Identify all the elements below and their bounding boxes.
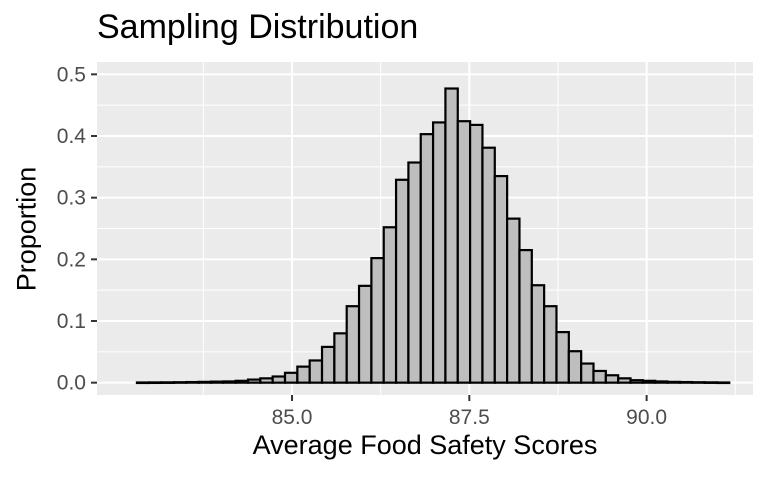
histogram-bar <box>271 375 287 384</box>
histogram-bar <box>481 146 496 384</box>
histogram-bar <box>320 345 336 384</box>
chart-title: Sampling Distribution <box>97 8 419 46</box>
x-tick-label: 87.5 <box>449 406 490 429</box>
histogram-bar <box>345 305 361 384</box>
histogram-bar <box>222 380 237 384</box>
histogram-bar <box>431 121 447 384</box>
histogram-bar <box>259 377 274 384</box>
histogram-bar <box>567 350 583 384</box>
histogram-bar <box>493 174 509 384</box>
histogram-bar <box>246 378 262 384</box>
histogram-bar <box>148 381 163 385</box>
histogram-bar <box>419 133 435 384</box>
histogram-bar <box>444 87 459 384</box>
histogram-bar <box>308 359 324 384</box>
histogram-bar <box>506 217 521 384</box>
histogram-bar <box>382 226 398 384</box>
histogram-bar <box>370 257 385 384</box>
histogram-bar <box>394 178 410 384</box>
histogram-bar <box>234 379 250 384</box>
histogram-bar <box>580 362 595 384</box>
y-tick-label: 0.3 <box>57 187 86 210</box>
y-tick-label: 0.4 <box>57 125 87 148</box>
histogram-bar <box>197 380 213 384</box>
histogram-bar <box>357 284 373 384</box>
y-tick-label: 0.1 <box>57 310 86 333</box>
histogram-bar <box>666 380 681 384</box>
x-tick-label: 90.0 <box>626 406 667 429</box>
histogram-bar <box>543 305 558 384</box>
histogram-bar <box>160 381 176 384</box>
histogram-bar <box>617 377 632 384</box>
histogram-bar <box>604 374 620 384</box>
histogram-bar <box>530 284 546 384</box>
histogram-bar <box>703 381 719 384</box>
histogram-bar <box>296 365 311 384</box>
histogram-bar <box>469 123 484 384</box>
histogram-bar <box>456 120 472 384</box>
histogram-bar <box>678 380 694 384</box>
histogram-bar <box>209 380 225 384</box>
histogram-bar <box>555 331 570 384</box>
histogram-bar <box>283 371 299 384</box>
histogram-bar <box>715 381 731 385</box>
x-axis-label: Average Food Safety Scores <box>252 430 598 460</box>
histogram-bar <box>654 380 669 384</box>
y-tick-label: 0.2 <box>57 248 86 271</box>
y-tick-label: 0.5 <box>57 63 86 86</box>
histogram-bar <box>629 379 644 384</box>
y-tick-label: 0.0 <box>57 372 86 395</box>
histogram-bar <box>185 380 200 384</box>
histogram-bar <box>333 332 348 384</box>
histogram-bar <box>592 369 607 384</box>
histogram-bar <box>172 381 188 384</box>
histogram-bar <box>641 379 657 384</box>
histogram-bar <box>135 381 151 385</box>
histogram-bar <box>518 248 533 384</box>
histogram-bar <box>407 161 422 384</box>
x-tick-label: 85.0 <box>272 406 313 429</box>
histogram-bar <box>691 381 706 384</box>
